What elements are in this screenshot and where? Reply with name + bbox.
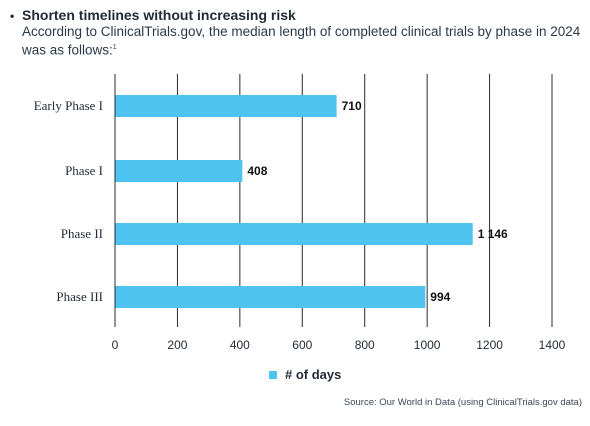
footnote-marker: 1 [112, 44, 117, 51]
x-tick-label: 1400 [539, 338, 566, 352]
bar-phase-ii [115, 223, 473, 245]
x-tick-label: 0 [112, 338, 119, 352]
category-label: Phase III [56, 289, 103, 304]
bar-phase-iii [115, 286, 426, 308]
title-row: • Shorten timelines without increasing r… [10, 7, 585, 23]
value-label: 1 146 [478, 227, 508, 241]
chart-header: • Shorten timelines without increasing r… [10, 7, 585, 59]
legend-label: # of days [285, 367, 342, 382]
category-label: Early Phase I [34, 98, 103, 113]
legend-swatch [269, 370, 277, 379]
bar-phase-i [115, 160, 243, 182]
value-label: 710 [342, 99, 362, 113]
value-label: 994 [430, 290, 450, 304]
source-note: Source: Our World in Data (using Clinica… [343, 397, 582, 408]
chart-subtitle: According to ClinicalTrials.gov, the med… [22, 24, 585, 59]
category-label: Phase I [65, 163, 103, 178]
x-tick-label: 200 [167, 338, 187, 352]
x-tick-label: 1000 [414, 338, 441, 352]
category-label: Phase II [61, 226, 103, 241]
bar-early-phase-i [115, 95, 337, 117]
x-tick-label: 600 [292, 338, 312, 352]
x-tick-label: 1200 [476, 338, 503, 352]
legend: # of days [269, 367, 341, 382]
chart-title: Shorten timelines without increasing ris… [22, 7, 296, 23]
x-tick-label: 400 [230, 338, 250, 352]
bullet: • [10, 9, 15, 23]
x-tick-label: 800 [355, 338, 375, 352]
value-label: 408 [247, 164, 267, 178]
subtitle-text: According to ClinicalTrials.gov, the med… [22, 24, 581, 58]
